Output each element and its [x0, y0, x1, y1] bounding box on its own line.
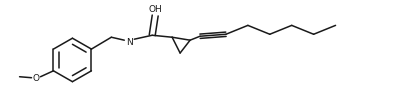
Text: O: O: [32, 74, 39, 82]
Text: N: N: [126, 37, 133, 46]
Text: OH: OH: [148, 5, 162, 14]
